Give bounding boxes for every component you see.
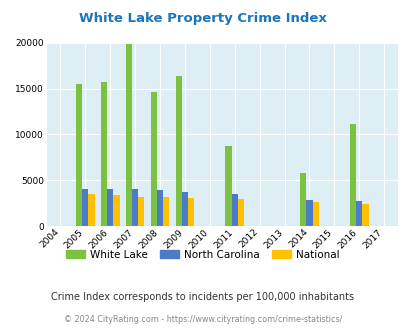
Bar <box>113 195 119 226</box>
Bar <box>299 173 306 226</box>
Bar <box>175 76 181 226</box>
Text: © 2024 CityRating.com - https://www.cityrating.com/crime-statistics/: © 2024 CityRating.com - https://www.city… <box>64 315 341 324</box>
Text: White Lake Property Crime Index: White Lake Property Crime Index <box>79 12 326 24</box>
Bar <box>362 204 368 226</box>
Bar <box>231 194 237 226</box>
Bar <box>132 189 138 226</box>
Bar <box>306 200 312 226</box>
Bar <box>107 188 113 226</box>
Bar <box>181 192 188 226</box>
Bar <box>76 84 82 226</box>
Bar <box>188 198 194 226</box>
Bar <box>88 194 94 226</box>
Bar <box>150 92 156 226</box>
Bar <box>163 197 169 226</box>
Bar <box>126 44 132 226</box>
Bar <box>312 202 318 226</box>
Bar <box>225 147 231 226</box>
Bar <box>355 201 362 226</box>
Bar <box>82 188 88 226</box>
Bar <box>100 82 107 226</box>
Bar <box>237 199 243 226</box>
Bar <box>138 197 144 226</box>
Bar <box>156 190 163 226</box>
Legend: White Lake, North Carolina, National: White Lake, North Carolina, National <box>62 246 343 264</box>
Text: Crime Index corresponds to incidents per 100,000 inhabitants: Crime Index corresponds to incidents per… <box>51 292 354 302</box>
Bar <box>349 124 355 226</box>
